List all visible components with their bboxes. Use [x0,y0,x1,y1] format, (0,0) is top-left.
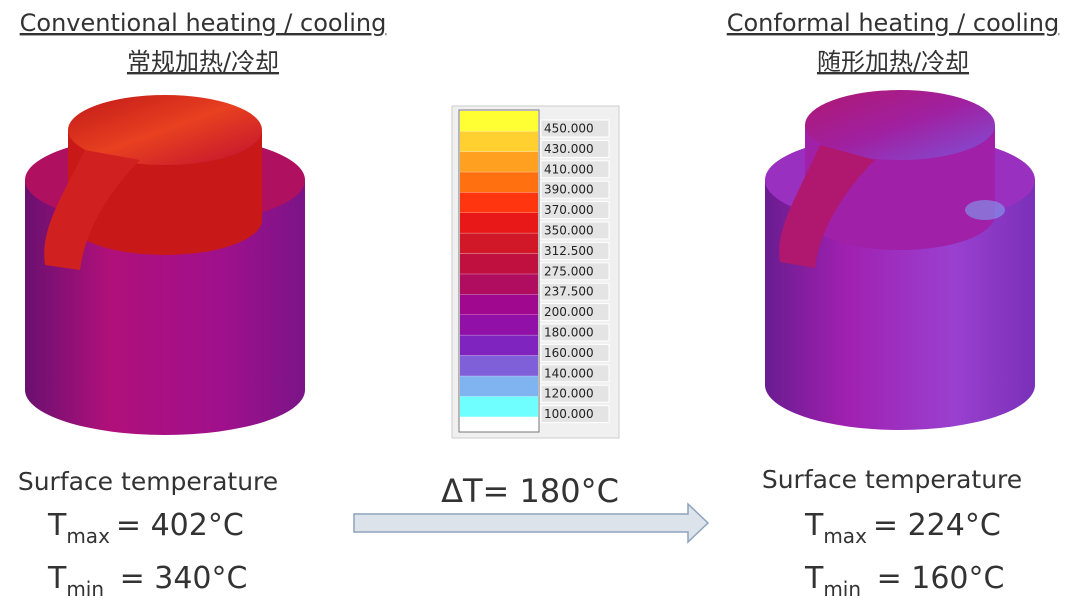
legend-swatch [460,192,538,213]
legend-label-box [540,384,610,403]
legend-label: 180.000 [544,326,594,340]
legend-label-box [540,201,610,220]
value: = 340°C [110,561,247,596]
symbol: T [804,508,824,543]
symbol: T [47,508,67,543]
legend-label: 120.000 [544,387,594,401]
legend-swatch [460,376,538,397]
subscript: min [823,577,861,601]
legend-swatch [460,294,538,315]
left-subtitle: 常规加热/冷却 [127,48,279,76]
symbol: T [804,561,824,596]
left-title: Conventional heating / cooling [20,9,387,37]
legend-label: 370.000 [544,203,594,217]
right-title: Conformal heating / cooling [727,9,1060,37]
legend-label-box [540,323,610,342]
legend-swatch [460,172,538,193]
legend-swatch [460,233,538,254]
legend-swatch [460,335,538,356]
right-tmin: Tmin = 160°C [804,561,1004,601]
legend-label: 237.500 [544,285,594,299]
legend-label-box [540,160,610,179]
legend-label: 200.000 [544,305,594,319]
legend-label: 390.000 [544,183,594,197]
legend-label: 100.000 [544,407,594,421]
right-caption: Surface temperature [762,465,1022,494]
value: = 224°C [873,508,1001,543]
subscript: max [823,524,867,548]
legend-label-box [540,180,610,199]
left-model [25,95,305,435]
legend-swatch [460,355,538,377]
legend-label-box [540,364,610,383]
legend-label-box [540,405,610,424]
left-tmax: Tmax = 402°C [47,508,244,548]
value: = 402°C [116,508,244,543]
legend-swatch [460,253,538,275]
legend-swatch [460,274,538,295]
left-caption: Surface temperature [18,467,278,496]
legend-label-box [540,139,610,158]
legend-swatch [460,131,538,152]
legend-swatch [460,111,538,132]
legend-label-box [540,119,610,138]
legend-swatch [460,396,538,417]
left-tmin: Tmin = 340°C [47,561,247,601]
delta-t: ΔT= 180°C [441,472,619,510]
legend-label-box [540,221,610,240]
legend-label-box [540,262,610,281]
legend-label: 312.500 [544,244,594,258]
legend-label: 450.000 [544,122,594,136]
right-tmax: Tmax = 224°C [804,508,1001,548]
arrow [353,502,710,544]
legend-swatch [460,151,538,173]
legend-label-box [540,282,610,301]
value: = 160°C [867,561,1004,596]
legend-label-box [540,343,610,362]
legend-label: 140.000 [544,366,594,380]
symbol: T [47,561,67,596]
legend-label: 350.000 [544,224,594,238]
legend-label-box [540,303,610,322]
legend-label: 430.000 [544,142,594,156]
right-model [765,90,1035,430]
subscript: min [66,577,104,601]
legend-label: 160.000 [544,346,594,360]
legend: 450.000 430.000 410.000 390.000 370.000 350.0… [460,111,610,424]
legend-label-box [540,241,610,260]
subscript: max [66,524,110,548]
legend-label: 275.000 [544,264,594,278]
legend-swatch [460,213,538,234]
legend-label: 410.000 [544,162,594,176]
legend-swatch [460,315,538,336]
right-subtitle: 随形加热/冷却 [817,48,969,76]
